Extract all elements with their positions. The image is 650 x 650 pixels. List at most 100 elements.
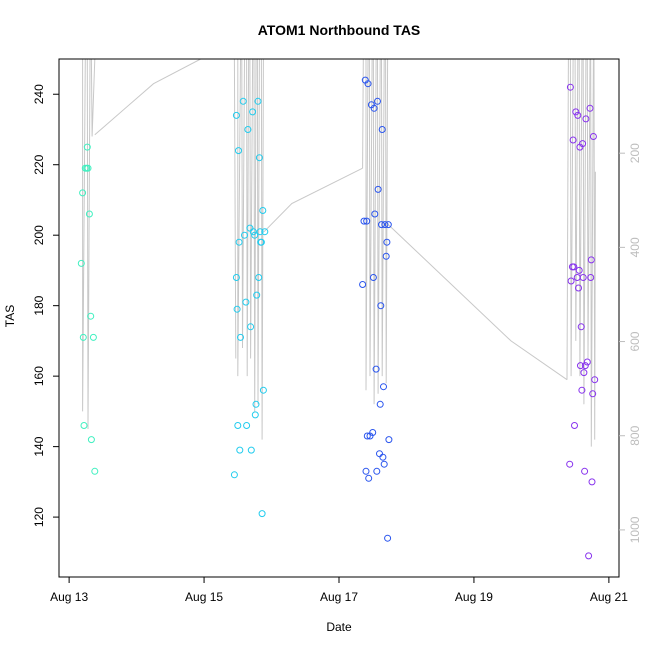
data-point (253, 291, 261, 299)
data-point (566, 460, 574, 468)
data-point (374, 185, 382, 193)
y-tick-label: 240 (32, 84, 46, 104)
right-y-tick-label: 800 (628, 425, 642, 445)
data-point (378, 221, 385, 229)
data-point (378, 126, 386, 133)
trace-line (263, 167, 363, 233)
chart-title: ATOM1 Northbound TAS (258, 22, 421, 38)
trace-line (590, 59, 594, 447)
data-point (91, 467, 99, 475)
data-point (251, 411, 259, 419)
data-point (566, 83, 574, 91)
data-point (571, 422, 578, 429)
trace-lines (82, 59, 596, 447)
data-point (257, 238, 265, 246)
data-point (87, 436, 95, 444)
data-point (585, 552, 593, 560)
right-y-tick-label: 1000 (628, 516, 642, 543)
data-point (244, 126, 252, 133)
data-point (359, 281, 367, 288)
trace-line (246, 59, 250, 377)
data-point (382, 252, 390, 260)
data-point (384, 221, 392, 229)
data-point (376, 450, 383, 458)
data-point (369, 274, 377, 281)
data-point (254, 97, 262, 105)
series-4 (566, 83, 599, 560)
series-2 (230, 97, 269, 518)
data-point (370, 104, 378, 112)
trace-line (365, 59, 369, 391)
data-point (579, 140, 587, 148)
data-point (369, 429, 377, 436)
data-point (377, 302, 385, 310)
data-point (232, 274, 240, 281)
data-point (239, 97, 247, 105)
data-point (580, 369, 588, 377)
data-point (587, 256, 595, 264)
data-point (581, 362, 589, 370)
data-point (380, 460, 388, 468)
data-point (578, 386, 586, 394)
y-tick-label: 200 (32, 225, 46, 245)
data-point (574, 111, 582, 119)
data-point (235, 147, 242, 155)
data-point (363, 217, 371, 225)
data-point (256, 228, 264, 236)
data-point (372, 365, 380, 373)
trace-line (90, 59, 96, 137)
trace-line (381, 59, 385, 377)
right-y-tick-label: 400 (628, 237, 642, 257)
y-tick-label: 140 (32, 436, 46, 456)
data-point (581, 467, 589, 475)
data-point (374, 97, 381, 105)
data-point (364, 80, 372, 88)
data-point (588, 478, 596, 486)
trace-line (385, 59, 389, 384)
data-point (83, 143, 91, 151)
trace-line (578, 59, 583, 377)
data-point (258, 510, 266, 518)
data-point (87, 312, 95, 320)
data-point (379, 453, 387, 461)
data-point (261, 228, 269, 236)
data-point (365, 474, 373, 482)
data-point (589, 390, 597, 398)
y-tick-label: 160 (32, 366, 46, 386)
data-point (589, 133, 597, 140)
data-point (575, 284, 582, 292)
data-point (385, 436, 393, 444)
data-point (577, 362, 584, 370)
trace-line (569, 59, 574, 377)
x-tick-label: Aug 19 (455, 590, 493, 604)
data-point (586, 104, 594, 112)
data-point (242, 298, 250, 306)
data-point (583, 358, 591, 366)
data-point (80, 422, 88, 429)
trace-line (368, 59, 373, 377)
trace-line (362, 59, 364, 169)
data-point (569, 136, 577, 144)
trace-line (574, 59, 579, 341)
trace-line (566, 59, 569, 380)
data-point (84, 164, 92, 172)
data-point (255, 274, 263, 281)
right-y-tick-label: 600 (628, 331, 642, 351)
trace-line (593, 59, 596, 440)
data-point (249, 228, 257, 236)
data-point (582, 115, 590, 123)
data-point (373, 467, 381, 475)
trace-line (233, 59, 237, 359)
data-point (567, 277, 575, 285)
trace-line (372, 59, 377, 405)
trace-line (377, 59, 381, 394)
data-point (360, 217, 368, 225)
data-point (77, 259, 85, 267)
data-point (362, 467, 370, 475)
x-tick-label: Aug 21 (590, 590, 628, 604)
trace-line (249, 59, 254, 359)
trace-line (237, 59, 241, 377)
data-point (85, 210, 93, 218)
data-point (363, 432, 371, 440)
